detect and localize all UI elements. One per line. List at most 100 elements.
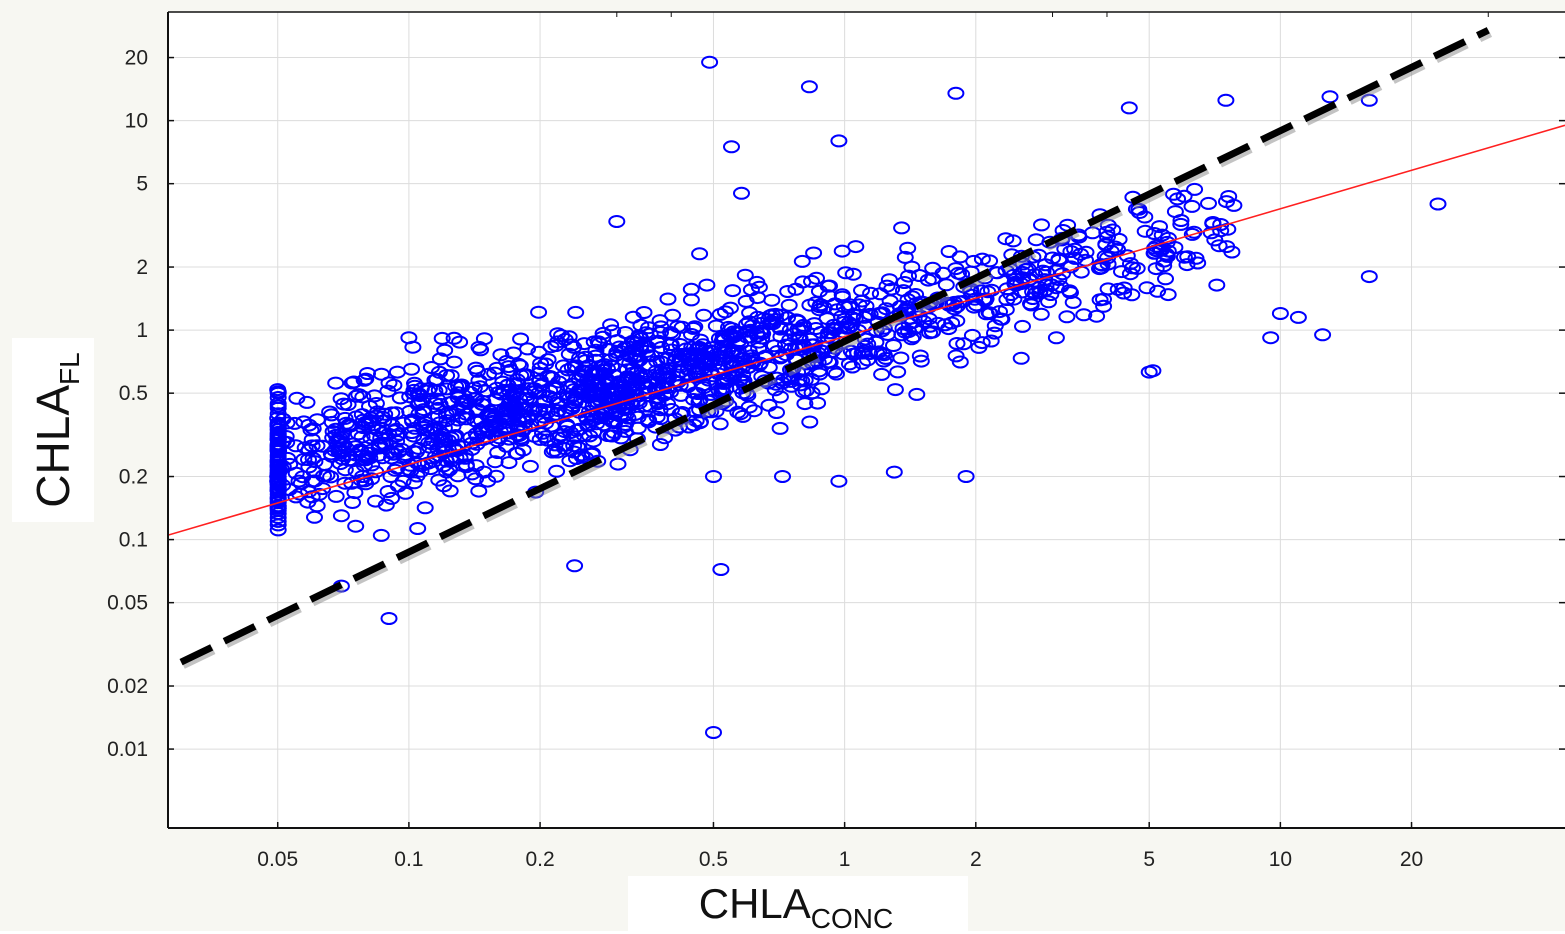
data-point xyxy=(721,301,739,315)
data-point xyxy=(803,274,820,288)
data-point xyxy=(594,326,612,340)
data-point xyxy=(840,357,858,371)
data-point xyxy=(363,472,380,486)
data-point xyxy=(712,563,730,576)
data-point xyxy=(556,425,574,439)
data-point xyxy=(500,432,518,446)
data-point xyxy=(508,419,526,433)
data-point xyxy=(467,361,485,375)
data-point xyxy=(409,522,427,535)
data-point xyxy=(456,451,474,465)
data-point xyxy=(1157,272,1174,286)
data-point xyxy=(1314,328,1332,342)
y-tick-labels: 0.01 0.02 0.05 0.1 0.2 0.5 1 2 5 10 20 xyxy=(107,47,148,762)
data-point xyxy=(436,343,454,357)
data-point xyxy=(948,337,966,350)
data-point xyxy=(1217,93,1235,107)
data-point xyxy=(903,290,921,304)
data-point xyxy=(651,438,669,451)
axes xyxy=(167,11,1565,829)
data-point xyxy=(519,342,537,356)
data-point xyxy=(794,385,812,399)
data-point xyxy=(1321,90,1339,104)
data-point xyxy=(951,250,969,264)
data-point xyxy=(1360,270,1378,284)
data-point xyxy=(522,385,540,399)
data-point xyxy=(377,498,395,512)
data-point xyxy=(568,440,586,454)
data-point xyxy=(1149,284,1167,298)
data-point xyxy=(663,403,680,416)
x-tick-label: 1 xyxy=(839,848,851,871)
data-point xyxy=(548,445,566,459)
data-point xyxy=(1005,292,1023,306)
data-point xyxy=(986,326,1003,340)
data-point xyxy=(512,332,530,346)
data-point xyxy=(269,499,287,513)
data-point xyxy=(615,353,633,367)
data-point xyxy=(466,414,484,428)
data-point xyxy=(1066,251,1084,265)
data-point xyxy=(422,361,440,374)
data-point xyxy=(854,346,872,360)
data-point xyxy=(388,365,406,379)
data-point xyxy=(556,404,574,418)
data-point xyxy=(903,332,921,346)
data-point xyxy=(500,456,518,470)
data-point xyxy=(632,332,650,346)
data-point xyxy=(410,387,428,401)
data-point xyxy=(388,422,406,436)
data-point xyxy=(748,275,766,289)
y-axis-label-subscript: FL xyxy=(54,352,85,385)
data-point xyxy=(321,405,339,419)
data-point xyxy=(957,470,975,483)
data-point xyxy=(760,398,778,412)
data-point xyxy=(973,336,991,350)
data-point xyxy=(573,448,591,462)
data-point xyxy=(844,267,862,281)
data-point xyxy=(1179,250,1197,264)
data-point xyxy=(1032,307,1050,321)
data-point xyxy=(624,362,642,376)
data-point xyxy=(1012,277,1030,291)
data-point xyxy=(702,387,720,401)
data-point xyxy=(336,476,354,490)
data-point xyxy=(585,335,603,349)
data-point xyxy=(269,391,287,404)
data-point xyxy=(837,266,855,280)
data-point xyxy=(716,305,734,319)
data-point xyxy=(380,376,398,390)
data-point xyxy=(688,370,706,384)
data-point xyxy=(455,394,472,408)
data-point xyxy=(873,367,891,381)
data-point xyxy=(870,306,888,320)
data-point xyxy=(431,352,449,366)
data-point xyxy=(705,726,722,739)
y-axis-label: CHLAFL xyxy=(26,352,85,507)
data-point xyxy=(801,415,819,429)
data-point xyxy=(859,353,877,367)
data-point xyxy=(1013,285,1031,299)
data-point xyxy=(997,232,1015,246)
x-tick-label: 0.05 xyxy=(257,848,298,871)
data-point xyxy=(1172,214,1190,227)
x-tick-label: 10 xyxy=(1269,848,1292,871)
data-point xyxy=(963,288,981,302)
data-point xyxy=(577,350,595,364)
identity-line xyxy=(179,27,1490,666)
data-point xyxy=(955,337,973,351)
data-point xyxy=(679,380,697,393)
data-point xyxy=(1220,190,1238,203)
data-point xyxy=(599,342,617,356)
data-point xyxy=(422,462,440,476)
data-point xyxy=(575,383,593,397)
data-point xyxy=(664,308,682,322)
data-point xyxy=(1007,272,1024,286)
data-point xyxy=(566,559,584,573)
data-point xyxy=(1183,199,1201,213)
data-point xyxy=(840,300,858,314)
data-point xyxy=(900,269,917,283)
data-point xyxy=(811,367,829,381)
data-point xyxy=(327,489,345,503)
